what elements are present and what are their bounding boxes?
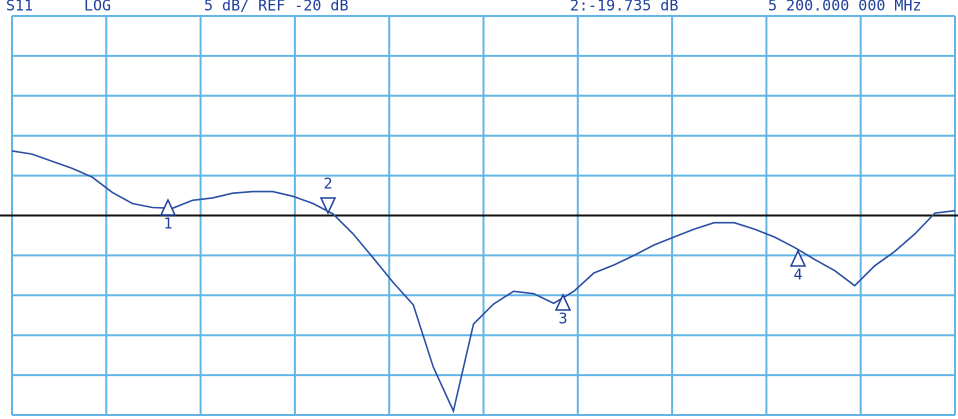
frequency-readout: 5 200.000 000 MHz bbox=[768, 0, 922, 15]
marker-label: 1 bbox=[163, 215, 172, 233]
parameter-label: S11 bbox=[6, 0, 33, 15]
marker-symbol bbox=[319, 197, 337, 215]
marker-label: 4 bbox=[793, 266, 802, 284]
marker-symbol bbox=[159, 198, 177, 216]
format-label: LOG bbox=[84, 0, 111, 15]
scale-label: 5 dB/ REF -20 dB bbox=[204, 0, 349, 15]
marker-symbol bbox=[789, 249, 807, 267]
marker-label: 3 bbox=[558, 310, 567, 328]
marker-label: 2 bbox=[323, 175, 332, 193]
marker-readout: 2:-19.735 dB bbox=[570, 0, 678, 15]
marker-symbol bbox=[554, 293, 572, 311]
